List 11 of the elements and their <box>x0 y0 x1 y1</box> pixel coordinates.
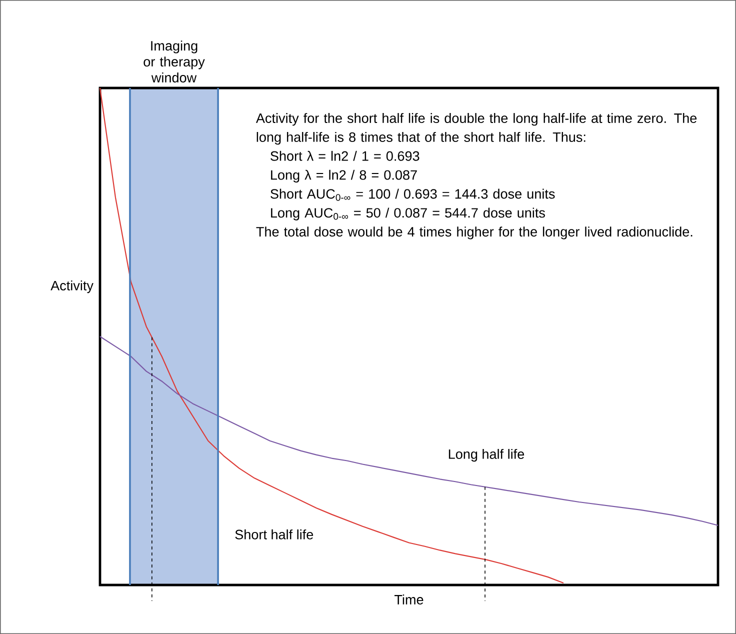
series-label: Short half life <box>235 529 314 540</box>
annotation: Short λ = ln2 / 1 = 0.693 <box>270 150 420 161</box>
annotation: Activity for the short half life is double the long half-life at time zero. The long half-life is 8 times that of the short half life. Thus: <box>256 113 697 145</box>
y-axis-title: Activity <box>50 280 94 294</box>
text: Imaging or therapy window <box>144 40 205 82</box>
x-axis-title: Time <box>394 594 424 604</box>
series-label: Long half life <box>448 448 524 462</box>
annotation: Long AUC$_{0-∞}$ = 50 / 0.087 = 544.7 dose units <box>271 208 545 220</box>
annotation: Short AUC$_{0-∞}$ = 100 / 0.693 = 144.3 dose units <box>270 188 555 201</box>
annotation: Long λ = ln2 / 8 = 0.087 <box>271 170 417 182</box>
annotation: The total dose would be 4 times higher for the longer lived radionuclide. <box>256 226 692 240</box>
